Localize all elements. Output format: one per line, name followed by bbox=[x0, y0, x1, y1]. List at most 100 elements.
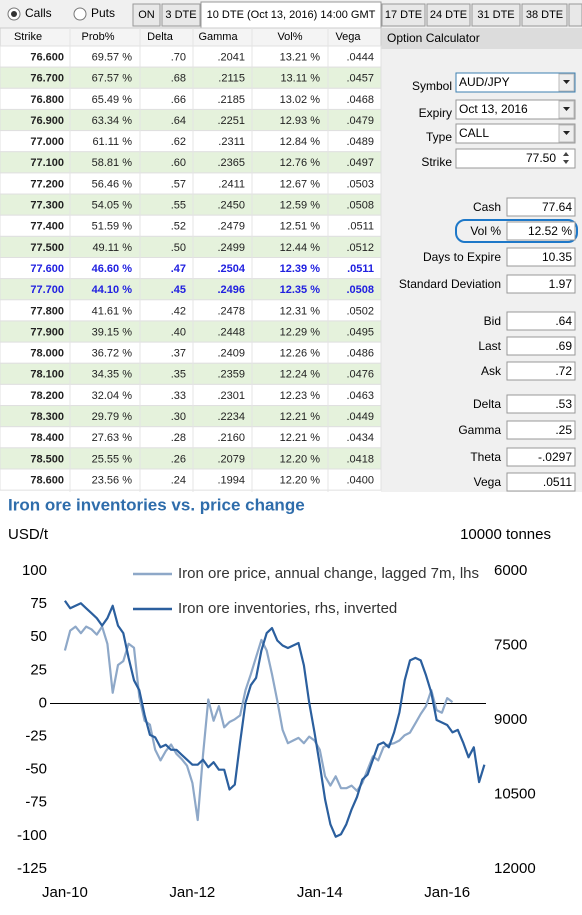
table-cell: .2450 bbox=[217, 200, 245, 212]
column-header: Vega bbox=[335, 31, 361, 43]
output-label: Standard Deviation bbox=[399, 277, 501, 291]
input-box[interactable] bbox=[455, 99, 576, 120]
table-cell: .0503 bbox=[346, 178, 374, 190]
table-row[interactable] bbox=[0, 468, 382, 491]
x-tick-label: Jan-16 bbox=[424, 884, 470, 901]
table-cell: 12.93 % bbox=[280, 115, 321, 127]
table-cell: 77.900 bbox=[30, 326, 64, 338]
table-cell: .50 bbox=[171, 242, 186, 254]
input-box[interactable] bbox=[455, 72, 576, 93]
y2-tick-label: 6000 bbox=[494, 562, 527, 579]
table-cell: 12.20 % bbox=[280, 474, 321, 486]
y2-tick-label: 12000 bbox=[494, 860, 536, 877]
tab[interactable] bbox=[200, 1, 382, 29]
tab-label: 38 DTE bbox=[526, 9, 563, 21]
table-cell: 58.81 % bbox=[92, 157, 133, 169]
input-label: Type bbox=[426, 130, 452, 144]
y-tick-label: 75 bbox=[30, 595, 47, 612]
table-cell: 65.49 % bbox=[92, 94, 133, 106]
input-box[interactable] bbox=[455, 148, 576, 169]
spinner[interactable] bbox=[563, 152, 569, 164]
table-cell: 39.15 % bbox=[92, 326, 133, 338]
tab-scroll[interactable] bbox=[568, 3, 582, 27]
table-cell: .60 bbox=[171, 157, 186, 169]
column-header: Prob% bbox=[81, 31, 114, 43]
table-cell: .30 bbox=[171, 411, 186, 423]
input-value: CALL bbox=[459, 126, 489, 140]
y-tick-label: -50 bbox=[25, 761, 47, 778]
table-cell: .2041 bbox=[217, 51, 245, 63]
y-tick-label: 0 bbox=[39, 694, 47, 711]
table-cell: .2185 bbox=[217, 94, 245, 106]
output-label: Vega bbox=[474, 475, 502, 489]
output-box bbox=[506, 274, 576, 294]
output-value: .53 bbox=[555, 397, 572, 411]
table-cell: 69.57 % bbox=[92, 51, 133, 63]
output-box bbox=[506, 221, 576, 241]
output-label: Last bbox=[478, 339, 501, 353]
table-cell: .28 bbox=[171, 432, 186, 444]
table-cell: 77.800 bbox=[30, 305, 64, 317]
x-tick-label: Jan-14 bbox=[297, 884, 343, 901]
output-value: .0511 bbox=[543, 475, 572, 489]
table-cell: 12.21 % bbox=[280, 411, 321, 423]
table-cell: .0418 bbox=[346, 453, 374, 465]
output-box bbox=[506, 472, 576, 492]
table-cell: 77.300 bbox=[30, 200, 64, 212]
table-cell: .45 bbox=[171, 284, 186, 296]
radio[interactable] bbox=[73, 7, 87, 21]
table-cell: 13.02 % bbox=[280, 94, 321, 106]
table-cell: .55 bbox=[171, 200, 186, 212]
table-cell: 63.34 % bbox=[92, 115, 133, 127]
tab-label: 24 DTE bbox=[430, 9, 467, 21]
tab[interactable] bbox=[521, 3, 568, 27]
output-box bbox=[506, 247, 576, 267]
table-cell: 12.29 % bbox=[280, 326, 321, 338]
tab[interactable] bbox=[161, 3, 201, 27]
output-value: 1.97 bbox=[549, 277, 573, 291]
table-cell: 12.59 % bbox=[280, 200, 321, 212]
input-box[interactable] bbox=[455, 123, 576, 144]
table-cell: 12.39 % bbox=[280, 263, 321, 275]
tab[interactable] bbox=[381, 3, 426, 27]
output-value: 10.35 bbox=[542, 250, 572, 264]
tab-label: ON bbox=[138, 9, 155, 21]
table-cell: .0489 bbox=[346, 136, 374, 148]
table-cell: .2251 bbox=[217, 115, 245, 127]
y2-tick-label: 7500 bbox=[494, 636, 527, 653]
table-cell: 78.400 bbox=[30, 432, 64, 444]
table-cell: 78.300 bbox=[30, 411, 64, 423]
table-cell: .2234 bbox=[217, 411, 245, 423]
table-cell: .0434 bbox=[346, 432, 374, 444]
column-header: Vol% bbox=[277, 31, 302, 43]
output-value: .69 bbox=[555, 339, 572, 353]
table-cell: .0400 bbox=[346, 474, 374, 486]
highlight-ring bbox=[455, 219, 578, 243]
tab[interactable] bbox=[426, 3, 471, 27]
tab[interactable] bbox=[471, 3, 521, 27]
tab-label: 10 DTE (Oct 13, 2016) 14:00 GMT bbox=[207, 9, 376, 21]
calculator-titlebar bbox=[381, 28, 582, 49]
y2-tick-label: 9000 bbox=[494, 711, 527, 728]
table-cell: 29.79 % bbox=[92, 411, 133, 423]
table-cell: 46.60 % bbox=[92, 263, 133, 275]
output-box bbox=[506, 311, 576, 331]
tab[interactable] bbox=[132, 3, 161, 27]
series-line bbox=[63, 625, 454, 822]
table-cell: .0497 bbox=[346, 157, 374, 169]
table-cell: .2504 bbox=[217, 263, 245, 275]
output-label: Theta bbox=[470, 450, 501, 464]
table-cell: 44.10 % bbox=[92, 284, 133, 296]
tab-label: 17 DTE bbox=[385, 9, 422, 21]
table-cell: 12.31 % bbox=[280, 305, 321, 317]
table-cell: .0479 bbox=[346, 115, 374, 127]
table-cell: .2448 bbox=[217, 326, 245, 338]
table-cell: .0495 bbox=[346, 326, 374, 338]
table-cell: 76.800 bbox=[30, 94, 64, 106]
radio-dot bbox=[11, 11, 17, 17]
table-cell: .2499 bbox=[217, 242, 245, 254]
table-cell: .0512 bbox=[346, 242, 374, 254]
table-cell: 34.35 % bbox=[92, 369, 133, 381]
table-cell: 78.000 bbox=[30, 348, 64, 360]
table-cell: 51.59 % bbox=[92, 221, 133, 233]
